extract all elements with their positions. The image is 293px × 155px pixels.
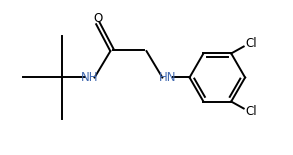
Text: HN: HN [159,71,176,84]
Text: NH: NH [81,71,98,84]
Text: Cl: Cl [245,105,257,118]
Text: O: O [93,12,103,25]
Text: Cl: Cl [245,37,257,50]
